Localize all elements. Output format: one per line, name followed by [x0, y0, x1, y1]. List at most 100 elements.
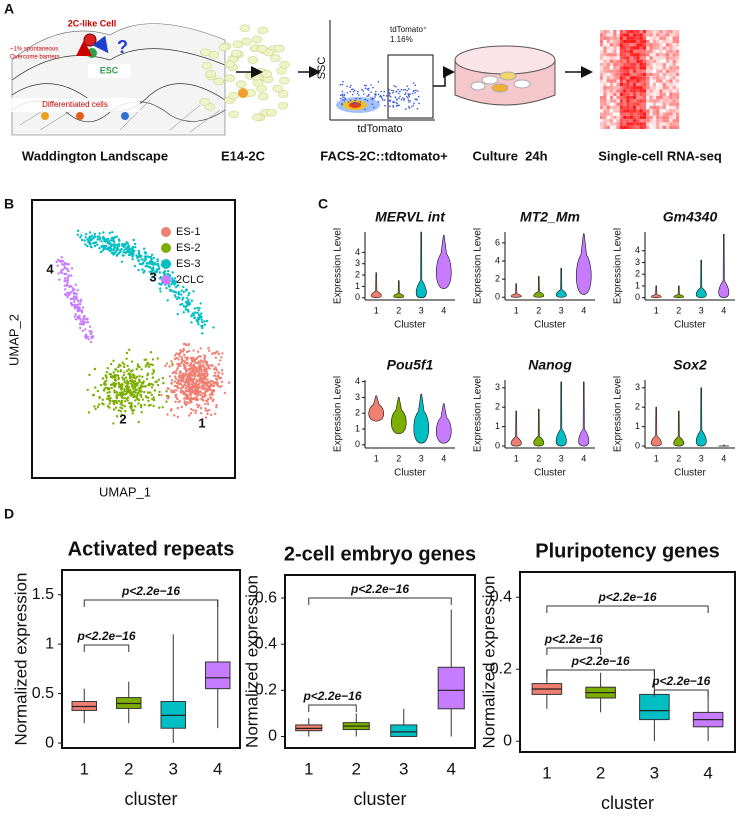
umap-point [101, 249, 105, 252]
heat-cell [629, 66, 633, 70]
bracket [546, 669, 655, 677]
umap-point [73, 295, 76, 298]
heat-cell [619, 46, 624, 50]
heat-cell [626, 96, 630, 100]
umap-point [168, 273, 171, 277]
heat-cell [675, 76, 680, 80]
umap-point [56, 264, 59, 267]
facs-dot [367, 89, 370, 91]
plot-frame [61, 569, 241, 749]
umap-point [86, 321, 90, 324]
umap-point [200, 318, 203, 321]
heat-cell [656, 46, 660, 50]
heat-cell [629, 96, 633, 100]
umap-point [177, 400, 180, 403]
heat-cell [639, 69, 643, 73]
heat-cell [600, 33, 604, 37]
heat-cell [633, 92, 637, 96]
heat-cell [600, 79, 604, 83]
y-tick-label: 2 [635, 269, 640, 279]
heat-cell [619, 30, 624, 34]
umap-point [164, 364, 167, 368]
umap-point [198, 404, 201, 407]
umap-point [80, 309, 84, 312]
heat-cell [636, 43, 640, 47]
umap-point [175, 381, 179, 385]
heat-cell [636, 79, 640, 83]
heat-cell [649, 53, 653, 57]
cell-illustration [199, 24, 290, 122]
heat-cell [629, 49, 633, 54]
heat-cell [662, 112, 666, 116]
umap-point [128, 374, 132, 377]
heat-cell [600, 30, 604, 34]
facs-dot [400, 88, 403, 91]
cell [199, 48, 211, 57]
heat-cell [603, 30, 607, 34]
heat-cell [649, 109, 653, 113]
umap-point [182, 285, 185, 289]
heat-cell [646, 119, 650, 123]
umap-point [193, 311, 196, 314]
heat-cell [616, 112, 620, 116]
landscape [10, 23, 226, 136]
heat-cell [666, 59, 670, 63]
heat-cell [626, 109, 630, 113]
umap-point [185, 301, 188, 304]
axis-label: cluster [353, 789, 406, 809]
umap-point [144, 395, 148, 398]
umap-point [93, 244, 97, 248]
umap-point [194, 361, 198, 365]
umap-point [133, 395, 136, 398]
facs-dot [416, 90, 419, 92]
heat-cell [649, 46, 653, 50]
heat-cell [619, 89, 624, 93]
facs-dot [340, 97, 342, 100]
umap-point [150, 393, 154, 397]
umap-point [63, 288, 67, 291]
umap-point [64, 279, 68, 282]
facs-dot [395, 85, 397, 88]
facs-dot [343, 100, 346, 102]
umap-point [147, 399, 150, 403]
bracket [653, 689, 709, 697]
heat-cell [619, 56, 624, 60]
umap-point [213, 368, 216, 371]
heat-cell [616, 59, 620, 63]
heat-cell [662, 63, 666, 67]
chart-title: MERVL int [375, 209, 446, 225]
heat-cell [642, 82, 647, 87]
umap-point [180, 362, 183, 365]
umap-point [115, 396, 119, 400]
umap-point [83, 239, 86, 242]
facs-dot [377, 80, 380, 83]
facs-dot [355, 97, 357, 100]
heat-cell [675, 82, 680, 87]
x-tick-label: 1 [304, 759, 313, 778]
facs-dot [409, 93, 411, 95]
cell [199, 98, 211, 106]
heat-cell [649, 86, 653, 90]
violin [436, 403, 452, 444]
x-tick-label: 1 [542, 763, 551, 782]
umap-point [111, 376, 114, 379]
heat-cell [616, 92, 620, 96]
heat-cell [606, 89, 610, 93]
umap-point [117, 382, 121, 385]
cell [272, 84, 283, 93]
heat-cell [636, 30, 640, 34]
umap-point [181, 372, 185, 375]
umap-point [139, 388, 142, 391]
facs-dot [396, 98, 398, 100]
umap-point [104, 386, 107, 390]
heat-cell [619, 33, 624, 37]
heat-cell [639, 109, 643, 113]
umap-point [154, 273, 157, 277]
facs-dot [366, 88, 369, 90]
facs-dot [344, 97, 346, 99]
heat-cell [669, 36, 673, 40]
x-tick-label: 4 [581, 453, 586, 463]
umap-point [216, 383, 219, 386]
heat-cell [652, 43, 657, 47]
umap-point [212, 389, 216, 392]
